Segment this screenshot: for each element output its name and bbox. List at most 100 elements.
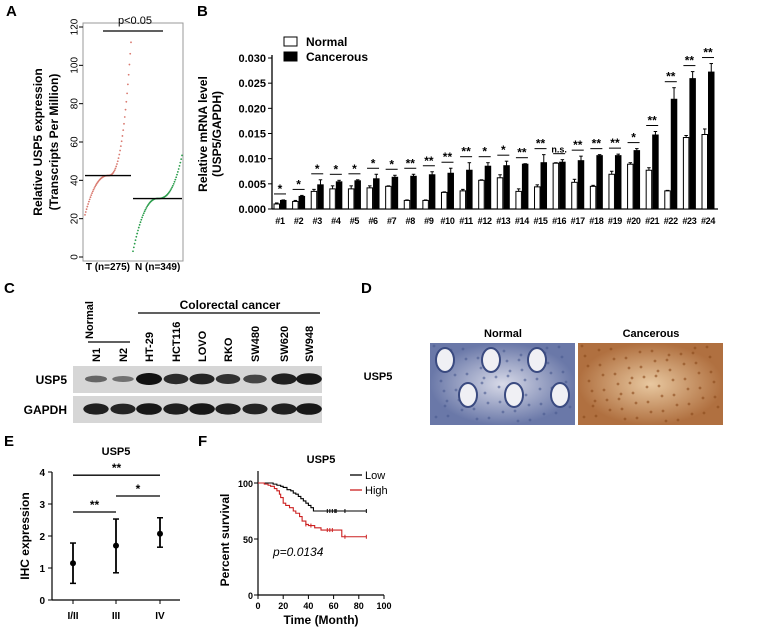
data-point xyxy=(87,203,90,205)
cell-nucleus xyxy=(638,350,642,354)
data-point xyxy=(123,116,126,118)
cell-nucleus xyxy=(691,351,695,355)
data-point xyxy=(116,163,118,165)
bar-normal xyxy=(589,185,597,210)
bar-normal xyxy=(496,177,504,210)
data-point xyxy=(176,171,179,173)
cell-nucleus xyxy=(590,389,594,393)
cell-nucleus xyxy=(439,379,443,383)
cell-nucleus xyxy=(601,373,605,377)
x-tick-label: #8 xyxy=(406,216,416,226)
blot-band xyxy=(83,403,109,415)
cell-nucleus xyxy=(687,402,691,406)
blot-band xyxy=(163,373,189,385)
data-point xyxy=(116,160,119,163)
data-point xyxy=(146,205,149,208)
cell-nucleus xyxy=(713,395,717,399)
cell-nucleus xyxy=(446,414,450,418)
data-point xyxy=(169,189,172,192)
data-point xyxy=(124,108,127,111)
y-tick-label: 100 xyxy=(238,479,253,489)
y-tick-label: 0 xyxy=(70,254,81,260)
data-point xyxy=(132,250,134,253)
data-point xyxy=(172,182,175,185)
lane-label: HCT116 xyxy=(171,322,183,362)
blot-band xyxy=(163,403,189,415)
bar-normal xyxy=(440,191,448,210)
significance-label: ** xyxy=(592,137,602,151)
cell-nucleus xyxy=(656,369,660,373)
x-tick-label: #11 xyxy=(459,216,473,226)
x-tick-label: III xyxy=(112,611,121,622)
comparison-label: ** xyxy=(112,461,122,475)
bar-cancerous xyxy=(484,165,492,210)
y-tick-label: 60 xyxy=(70,136,81,148)
cell-nucleus xyxy=(523,378,527,382)
data-point xyxy=(85,208,88,211)
lane-label: SW480 xyxy=(250,326,262,362)
data-point xyxy=(176,173,178,176)
y-tick-label: 0.030 xyxy=(238,53,266,65)
cell-nucleus xyxy=(605,398,609,402)
y-tick-label: 120 xyxy=(70,18,81,35)
x-tick-label: #3 xyxy=(313,216,323,226)
data-point xyxy=(181,154,183,157)
significance-label: * xyxy=(352,162,357,176)
blot-band xyxy=(136,403,162,415)
data-point xyxy=(123,122,125,125)
p-value-annotation: p<0.05 xyxy=(118,15,152,27)
y-axis-label-line1: Relative mRNA level xyxy=(196,76,210,192)
lane-label: N2 xyxy=(118,348,130,362)
bar-normal xyxy=(682,137,690,210)
data-point xyxy=(89,196,92,199)
data-point xyxy=(128,63,131,66)
cell-nucleus xyxy=(454,388,458,392)
x-tick-label: #7 xyxy=(387,216,397,226)
crypt xyxy=(458,382,478,408)
data-point xyxy=(90,194,93,197)
panel-f-survival-chart: USP5 0 50 100 0 20 40 60 80 100 Time (Month) Percen… xyxy=(218,454,392,627)
data-point xyxy=(180,158,183,161)
chart-title: USP5 xyxy=(307,454,336,466)
lane-label: LOVO xyxy=(197,330,209,362)
y-tick-label: 3 xyxy=(39,500,45,511)
data-point xyxy=(88,198,91,201)
cell-nucleus xyxy=(698,386,702,390)
data-point xyxy=(145,207,148,209)
cell-nucleus xyxy=(460,408,464,412)
significance-label: n.s. xyxy=(551,145,567,155)
bar-cancerous xyxy=(391,176,399,210)
cell-nucleus xyxy=(667,353,671,357)
significance-label: ** xyxy=(685,54,695,68)
bar-normal xyxy=(273,203,280,210)
cell-nucleus xyxy=(524,393,528,397)
cell-nucleus xyxy=(513,409,517,413)
x-tick-label: #14 xyxy=(515,216,529,226)
cell-nucleus xyxy=(528,418,532,422)
bar-cancerous xyxy=(652,134,659,210)
data-point xyxy=(126,83,129,86)
y-axis-label-line2: (USP5/GAPDH) xyxy=(210,91,224,177)
cell-nucleus xyxy=(627,366,631,370)
cell-nucleus xyxy=(654,374,658,378)
bar-normal xyxy=(571,181,578,210)
cell-nucleus xyxy=(561,370,565,374)
cell-nucleus xyxy=(486,401,490,405)
legend-label: Low xyxy=(365,470,385,482)
cell-nucleus xyxy=(645,385,649,389)
cell-nucleus xyxy=(483,391,487,395)
x-tick-label: #4 xyxy=(331,216,341,226)
data-point xyxy=(91,190,94,193)
cell-nucleus xyxy=(612,357,616,361)
x-tick-label: 60 xyxy=(329,601,339,611)
data-point xyxy=(141,216,144,219)
lane-label: SW948 xyxy=(304,326,316,362)
cell-nucleus xyxy=(694,361,698,365)
data-point xyxy=(117,157,120,159)
p-value-annotation: p=0.0134 xyxy=(272,545,324,559)
cell-nucleus xyxy=(623,417,627,421)
panel-a-scatter: 0 20 40 60 80 100 120 Relative USP5 expression(… xyxy=(31,15,184,273)
y-tick-label: 40 xyxy=(70,174,81,186)
data-point xyxy=(84,213,86,216)
cell-nucleus xyxy=(516,419,520,423)
